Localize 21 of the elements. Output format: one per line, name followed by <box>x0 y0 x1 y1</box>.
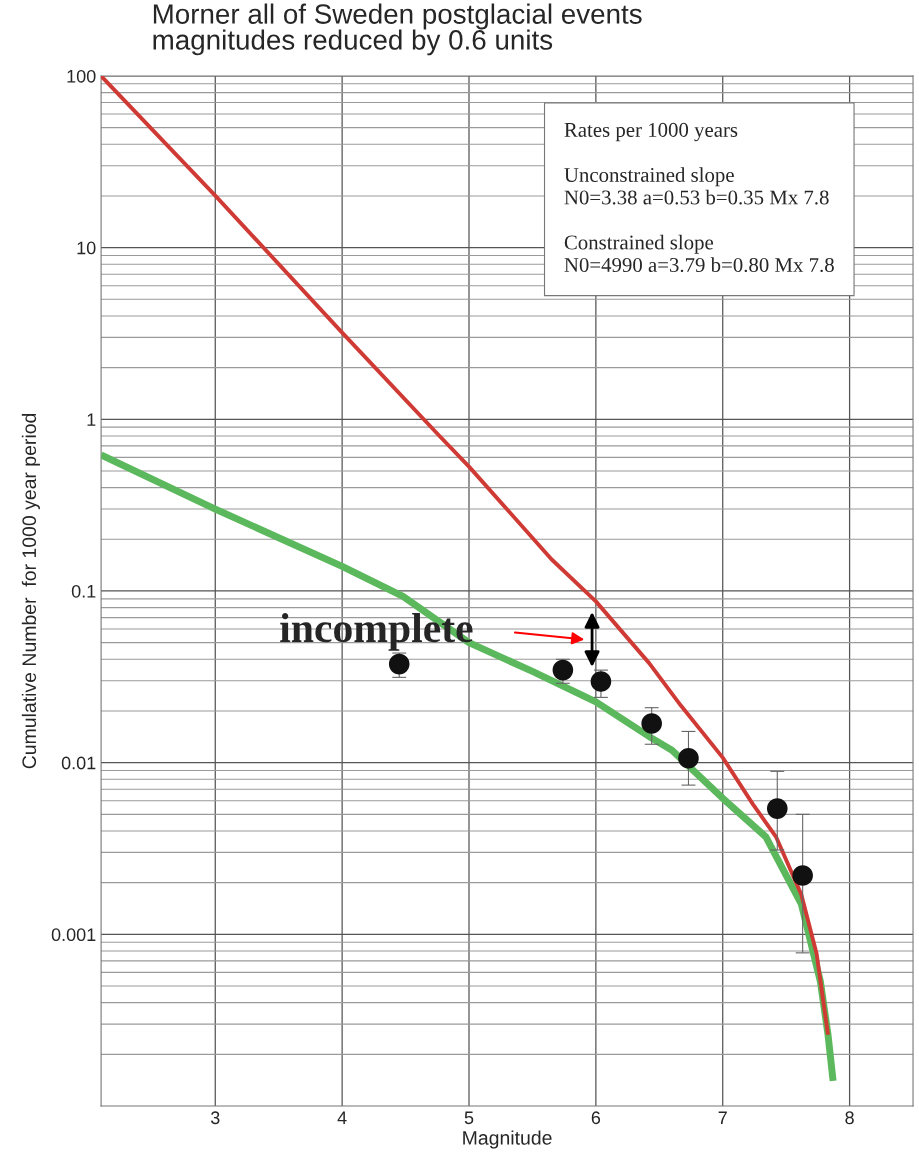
y-tick-label: 0.001 <box>51 928 96 942</box>
x-tick-label: 5 <box>464 1111 474 1125</box>
x-tick-label: 8 <box>845 1111 854 1125</box>
point <box>678 748 699 769</box>
x-tick-label: 3 <box>210 1111 220 1125</box>
point <box>792 865 813 886</box>
text: Rates per 1000 years Unconstrained slope N0=3.38 a=0.53 b=0.35 Mx 7.8 Constrained slope N0=4990 a=3.79 b=0.80 Mx 7.8 <box>564 122 834 273</box>
chart-title: Morner all of Sweden postglacial events magnitudes reduced by 0.6 units <box>153 3 642 56</box>
x-tick-label: 7 <box>718 1111 727 1124</box>
point <box>766 798 788 819</box>
y-axis-title: Cumulative Number for 1000 year period <box>21 413 40 769</box>
point <box>641 713 662 734</box>
y-tick-label: 10 <box>77 241 96 255</box>
point <box>590 671 612 692</box>
y-tick-label: 1 <box>87 413 96 426</box>
y-tick-label: 100 <box>67 69 96 83</box>
x-tick-label: 4 <box>337 1111 347 1124</box>
x-tick-label: 6 <box>591 1111 601 1125</box>
x-axis-title: Magnitude <box>463 1130 552 1149</box>
y-tick-label: 0.01 <box>61 756 96 770</box>
y-tick-label: 0.1 <box>71 584 96 598</box>
